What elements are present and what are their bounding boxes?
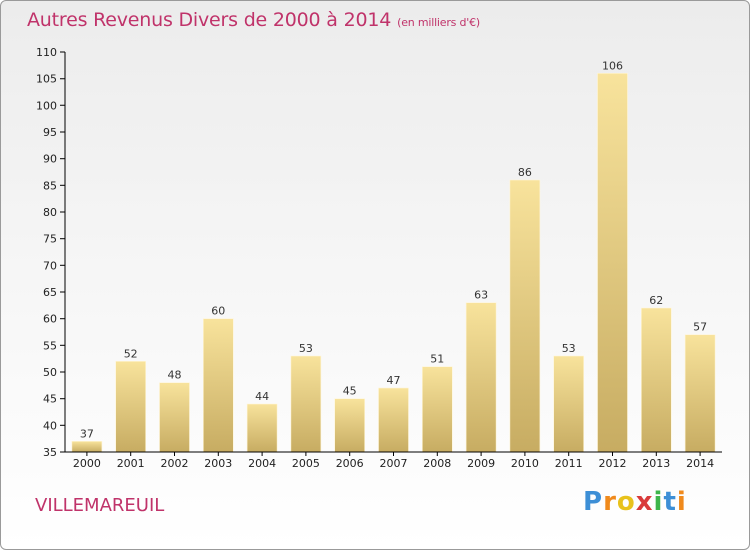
data-label-2007: 47 xyxy=(387,374,401,387)
x-tick-label-2005: 2005 xyxy=(292,457,320,470)
bar-2007 xyxy=(378,387,409,453)
data-label-2013: 62 xyxy=(649,294,663,307)
chart-title: Autres Revenus Divers de 2000 à 2014 (en … xyxy=(27,9,480,31)
data-label-2014: 57 xyxy=(693,321,707,334)
data-labels-group: 37 52 48 60 44 53 45 47 51 63 86 53 106 62 57 xyxy=(80,59,707,440)
chart-title-text: Autres Revenus Divers de 2000 à 2014 xyxy=(27,9,392,31)
data-label-2006: 45 xyxy=(343,385,357,398)
y-tick-label-35: 35 xyxy=(43,446,57,459)
bar-2002 xyxy=(159,382,190,453)
bar-2014 xyxy=(684,334,716,453)
x-tick-label-2002: 2002 xyxy=(161,457,189,470)
location-name: VILLEMAREUIL xyxy=(35,495,165,516)
logo-letter: i xyxy=(676,487,687,517)
x-tick-label-2000: 2000 xyxy=(73,457,101,470)
data-label-2008: 51 xyxy=(430,353,444,366)
y-tick-label-55: 55 xyxy=(43,339,57,352)
logo-letter: o xyxy=(616,487,636,517)
axes-group: 2000 2001 2002 2003 2004 2005 2006 2007 2008 2009… xyxy=(36,46,722,470)
bar-2005 xyxy=(290,355,322,453)
x-tick-label-2006: 2006 xyxy=(336,457,364,470)
data-label-2012: 106 xyxy=(602,59,623,72)
bar-2001 xyxy=(115,360,146,453)
x-tick-label-2014: 2014 xyxy=(686,457,714,470)
proxiti-logo[interactable]: Proxiti xyxy=(583,487,687,517)
x-tick-label-2010: 2010 xyxy=(511,457,539,470)
logo-letter: P xyxy=(583,487,604,517)
bar-2009 xyxy=(465,302,497,453)
y-tick-label-65: 65 xyxy=(43,286,57,299)
y-tick-label-90: 90 xyxy=(43,153,57,166)
bar-2008 xyxy=(421,366,453,453)
y-tick-label-60: 60 xyxy=(43,313,57,326)
bar-2010 xyxy=(509,179,541,453)
x-tick-label-2009: 2009 xyxy=(467,457,495,470)
x-tick-label-2004: 2004 xyxy=(248,457,276,470)
x-tick-label-2011: 2011 xyxy=(555,457,583,470)
y-tick-label-80: 80 xyxy=(43,206,57,219)
bar-2011 xyxy=(553,355,585,453)
data-label-2004: 44 xyxy=(255,390,269,403)
y-tick-label-50: 50 xyxy=(43,366,57,379)
y-tick-label-70: 70 xyxy=(43,259,57,272)
y-tick-label-40: 40 xyxy=(43,419,57,432)
data-label-2002: 48 xyxy=(168,369,182,382)
y-tick-label-45: 45 xyxy=(43,393,57,406)
x-tick-label-2003: 2003 xyxy=(204,457,232,470)
y-tick-label-105: 105 xyxy=(36,73,57,86)
y-tick-label-75: 75 xyxy=(43,233,57,246)
data-label-2000: 37 xyxy=(80,427,94,440)
x-tick-label-2001: 2001 xyxy=(117,457,145,470)
logo-letter: r xyxy=(603,487,617,517)
y-tick-label-85: 85 xyxy=(43,179,57,192)
chart-subtitle: (en milliers d'€) xyxy=(397,16,481,29)
y-tick-label-110: 110 xyxy=(36,46,57,59)
y-tick-label-100: 100 xyxy=(36,99,57,112)
bars-group xyxy=(71,73,716,453)
logo-letter: t xyxy=(663,487,677,517)
x-tick-label-2012: 2012 xyxy=(599,457,627,470)
data-label-2005: 53 xyxy=(299,342,313,355)
bar-2006 xyxy=(334,398,366,453)
data-label-2010: 86 xyxy=(518,166,532,179)
data-label-2009: 63 xyxy=(474,289,488,302)
bar-2013 xyxy=(640,307,672,453)
bar-2012 xyxy=(597,73,628,453)
data-label-2003: 60 xyxy=(211,305,225,318)
data-label-2001: 52 xyxy=(124,347,138,360)
x-tick-label-2013: 2013 xyxy=(642,457,670,470)
logo-letter: i xyxy=(653,487,664,517)
x-tick-label-2008: 2008 xyxy=(423,457,451,470)
data-label-2011: 53 xyxy=(562,342,576,355)
x-tick-label-2007: 2007 xyxy=(380,457,408,470)
logo-letter: x xyxy=(635,487,654,517)
bar-2004 xyxy=(246,403,278,453)
y-tick-label-95: 95 xyxy=(43,126,57,139)
bar-2003 xyxy=(203,318,234,453)
bar-2000 xyxy=(71,440,103,453)
